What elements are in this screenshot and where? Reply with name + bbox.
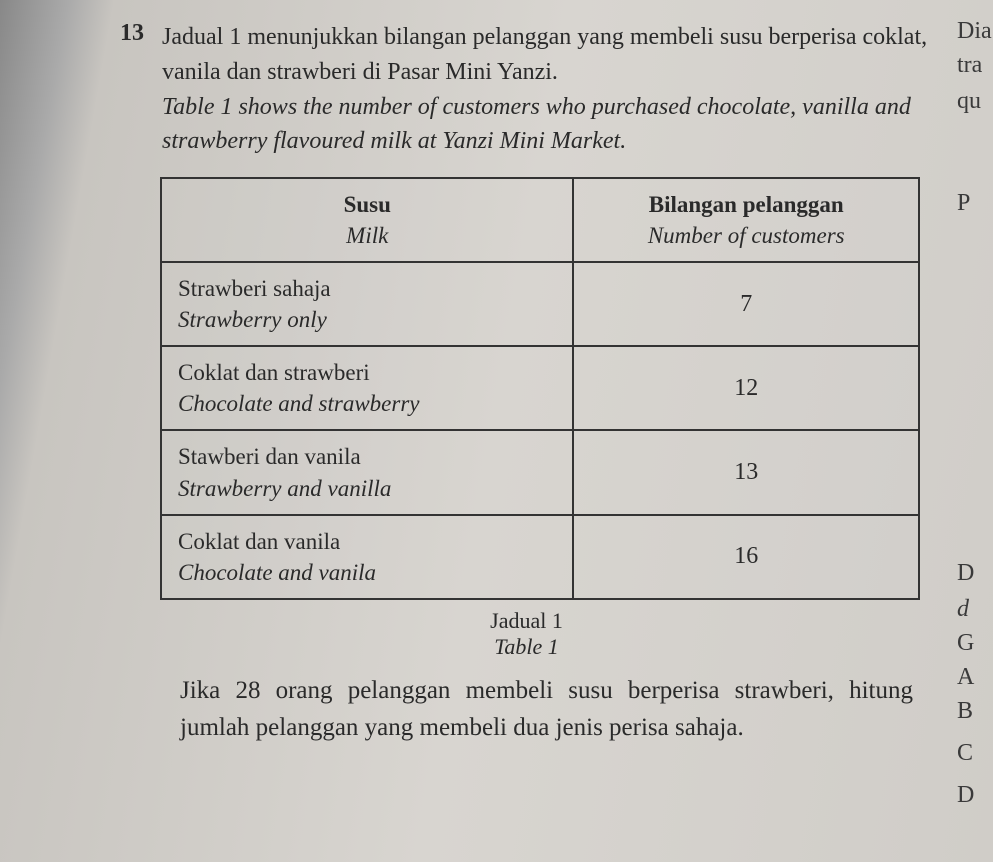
row-en: Chocolate and strawberry <box>178 388 556 419</box>
row-value: 16 <box>573 515 919 599</box>
row-en: Chocolate and vanila <box>178 557 556 588</box>
question-en: Table 1 shows the number of customers wh… <box>162 94 911 155</box>
edge-text: D <box>957 560 974 587</box>
caption-ms: Jadual 1 <box>490 608 563 633</box>
table-row: Stawberi dan vanila Strawberry and vanil… <box>161 430 919 514</box>
data-table: Susu Milk Bilangan pelanggan Number of c… <box>160 177 920 599</box>
row-value: 12 <box>573 346 919 430</box>
header-cust-ms: Bilangan pelanggan <box>590 189 902 220</box>
header-cust-en: Number of customers <box>590 220 902 251</box>
row-ms: Strawberi sahaja <box>178 276 331 301</box>
question-text: Jadual 1 menunjukkan bilangan pelanggan … <box>162 20 933 159</box>
row-ms: Coklat dan strawberi <box>178 360 370 385</box>
row-label: Strawberi sahaja Strawberry only <box>161 262 573 346</box>
question-number: 13 <box>120 20 148 47</box>
caption-en: Table 1 <box>120 634 933 660</box>
row-en: Strawberry only <box>178 304 556 335</box>
page-edge-fragments: Dia tra qu P D d G A B C D <box>949 0 993 862</box>
header-milk: Susu Milk <box>161 178 573 262</box>
question-block: 13 Jadual 1 menunjukkan bilangan pelangg… <box>120 20 933 159</box>
page: 13 Jadual 1 menunjukkan bilangan pelangg… <box>0 0 993 767</box>
edge-text: qu <box>957 88 981 115</box>
edge-text: B <box>957 698 973 725</box>
header-milk-en: Milk <box>178 220 556 251</box>
edge-text: C <box>957 740 973 767</box>
edge-text: d <box>957 596 969 623</box>
table-caption: Jadual 1 Table 1 <box>120 608 933 660</box>
question-followup: Jika 28 orang pelanggan membeli susu ber… <box>180 672 913 747</box>
edge-text: Dia <box>957 18 992 45</box>
row-label: Stawberi dan vanila Strawberry and vanil… <box>161 430 573 514</box>
header-milk-ms: Susu <box>178 189 556 220</box>
row-value: 13 <box>573 430 919 514</box>
edge-text: G <box>957 630 974 657</box>
row-ms: Coklat dan vanila <box>178 529 340 554</box>
edge-text: A <box>957 664 974 691</box>
table-row: Coklat dan strawberi Chocolate and straw… <box>161 346 919 430</box>
row-en: Strawberry and vanilla <box>178 473 556 504</box>
row-label: Coklat dan strawberi Chocolate and straw… <box>161 346 573 430</box>
question-ms: Jadual 1 menunjukkan bilangan pelanggan … <box>162 24 927 85</box>
row-ms: Stawberi dan vanila <box>178 444 361 469</box>
row-label: Coklat dan vanila Chocolate and vanila <box>161 515 573 599</box>
edge-text: tra <box>957 52 982 79</box>
edge-text: P <box>957 190 970 217</box>
table-row: Coklat dan vanila Chocolate and vanila 1… <box>161 515 919 599</box>
table-row: Strawberi sahaja Strawberry only 7 <box>161 262 919 346</box>
header-customers: Bilangan pelanggan Number of customers <box>573 178 919 262</box>
edge-text: D <box>957 782 974 809</box>
table-header-row: Susu Milk Bilangan pelanggan Number of c… <box>161 178 919 262</box>
row-value: 7 <box>573 262 919 346</box>
table-body: Strawberi sahaja Strawberry only 7 Cokla… <box>161 262 919 598</box>
